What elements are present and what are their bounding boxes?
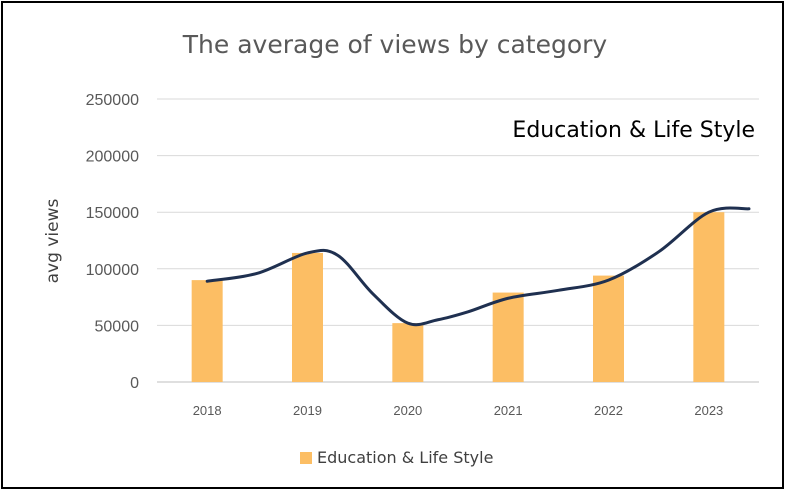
trendline: [205, 206, 751, 327]
chart-title: The average of views by category: [182, 30, 608, 59]
y-tick-label: 150000: [86, 205, 139, 222]
gridlines: [157, 98, 759, 383]
bar: [392, 323, 424, 382]
y-tick-label: 0: [130, 375, 139, 392]
x-tick-label: 2018: [193, 403, 222, 418]
bar: [593, 275, 624, 382]
x-tick-labels: 2018 2019 2020 2021 2022 2023: [193, 403, 724, 418]
y-tick-labels: 0 50000 100000 150000 200000 250000: [86, 92, 139, 392]
chart-svg: The average of views by category Educati…: [43, 30, 759, 467]
bars: [191, 212, 725, 382]
y-tick-label: 50000: [95, 318, 140, 335]
legend-label: Education & Life Style: [317, 448, 493, 467]
x-tick-label: 2023: [694, 403, 723, 418]
trendline-path: [205, 206, 751, 327]
bar: [492, 292, 524, 382]
chart-annotation: Education & Life Style: [512, 118, 755, 143]
bar: [693, 212, 725, 382]
legend: Education & Life Style: [300, 448, 493, 467]
x-tick-label: 2019: [293, 403, 322, 418]
x-tick-label: 2022: [594, 403, 623, 418]
y-axis-label: avg views: [43, 199, 63, 284]
y-tick-label: 100000: [86, 262, 139, 279]
y-tick-label: 200000: [86, 149, 139, 166]
bar: [191, 280, 223, 382]
x-tick-label: 2021: [494, 403, 523, 418]
legend-swatch: [300, 452, 312, 464]
bar: [292, 252, 323, 382]
y-tick-label: 250000: [86, 92, 139, 109]
x-tick-label: 2020: [393, 403, 422, 418]
